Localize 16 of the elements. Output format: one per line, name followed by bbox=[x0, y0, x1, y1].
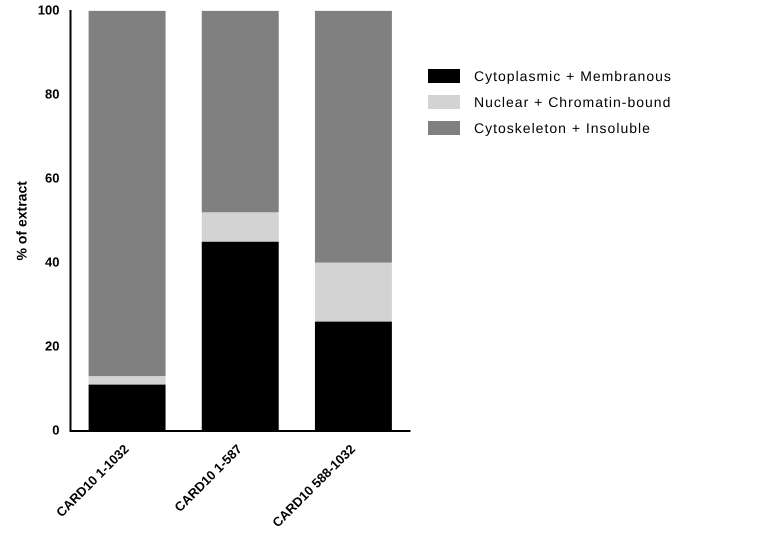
y-tick-label: 0 bbox=[52, 422, 60, 438]
bar bbox=[88, 376, 166, 385]
legend-label: Cytoplasmic + Membranous bbox=[474, 68, 672, 84]
y-tick-label: 80 bbox=[45, 86, 60, 102]
bar bbox=[314, 262, 392, 322]
y-tick-label: 100 bbox=[38, 2, 60, 18]
y-axis-title: % of extract bbox=[13, 180, 30, 260]
y-tick-label: 20 bbox=[45, 338, 60, 354]
y-tick-label: 60 bbox=[45, 170, 60, 186]
y-tick-label: 40 bbox=[45, 254, 60, 270]
bar bbox=[202, 212, 279, 242]
bar bbox=[88, 10, 166, 376]
legend-label: Cytoskeleton + Insoluble bbox=[474, 120, 651, 136]
bar bbox=[202, 10, 279, 212]
legend-label: Nuclear + Chromatin-bound bbox=[474, 94, 672, 110]
bar bbox=[314, 10, 392, 263]
